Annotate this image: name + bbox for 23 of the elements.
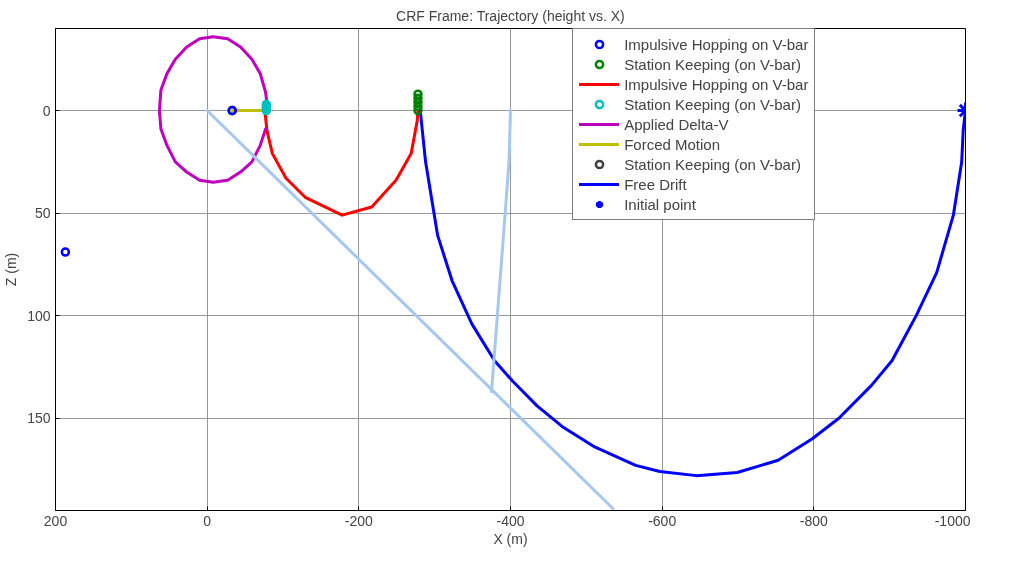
y-tick-label: 150 xyxy=(27,410,51,427)
x-tick-label: -600 xyxy=(648,512,677,529)
x-tick-label: -200 xyxy=(344,512,374,529)
y-axis-title: Z (m) xyxy=(3,252,20,287)
legend-label: Impulsive Hopping on V-bar xyxy=(624,75,809,93)
x-axis-title: X (m) xyxy=(493,530,528,547)
x-tick-label: 200 xyxy=(43,512,68,529)
y-tick-label: 50 xyxy=(34,205,51,222)
chart-title: CRF Frame: Trajectory (height vs. X) xyxy=(396,7,625,24)
legend-label: Free Drift xyxy=(624,175,687,193)
y-tick-label: 0 xyxy=(42,102,51,119)
x-tick-label: -800 xyxy=(799,512,829,529)
legend-label: Station Keeping (on V-bar) xyxy=(624,155,801,173)
legend-label: Station Keeping (on V-bar) xyxy=(624,55,801,73)
x-tick-label: -400 xyxy=(496,512,525,529)
x-tick-label: 0 xyxy=(203,512,212,529)
legend-label: Impulsive Hopping on V-bar xyxy=(624,35,809,53)
legend-label: Forced Motion xyxy=(624,135,721,153)
x-tick-label: -1000 xyxy=(934,512,971,529)
legend-label: Station Keeping (on V-bar) xyxy=(624,95,801,113)
legend-label: Applied Delta-V xyxy=(624,115,729,133)
legend-label: Initial point xyxy=(624,195,696,213)
y-tick-label: 100 xyxy=(27,307,51,324)
